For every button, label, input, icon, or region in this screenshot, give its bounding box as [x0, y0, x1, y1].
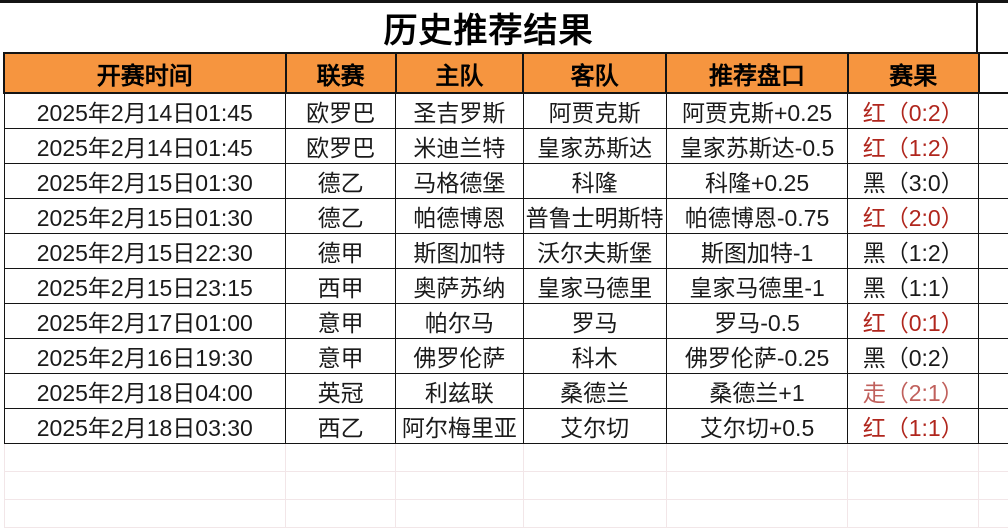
- cell-away-team: 桑德兰: [522, 373, 667, 409]
- ghost-cell: [978, 408, 1008, 444]
- cell-league: 西乙: [285, 408, 397, 444]
- cell-result: 红（1:1）: [847, 408, 980, 444]
- ghost-cell: [978, 198, 1008, 234]
- cell-away-team: 科木: [522, 338, 667, 374]
- cell-home-team: 利兹联: [395, 373, 524, 409]
- cell-away-team: 皇家苏斯达: [522, 128, 667, 164]
- cell-home-team: 帕德博恩: [395, 198, 524, 234]
- cell-away-team: 沃尔夫斯堡: [522, 233, 667, 269]
- table-row: 2025年2月18日04:00 英冠 利兹联 桑德兰 桑德兰+1 走（2:1）: [3, 373, 1008, 409]
- cell-league: 德乙: [285, 163, 397, 199]
- cell-away-team: 科隆: [522, 163, 667, 199]
- cell-home-team: 米迪兰特: [395, 128, 524, 164]
- results-table: 开赛时间 联赛 主队 客队 推荐盘口 赛果 2025年2月14日01:45 欧罗…: [3, 52, 1008, 528]
- cell-league: 欧罗巴: [285, 92, 397, 129]
- cell-time: 2025年2月18日04:00: [3, 373, 287, 409]
- col-header-away: 客队: [522, 52, 668, 94]
- cell-time: 2025年2月14日01:45: [3, 92, 287, 129]
- table-row: 2025年2月14日01:45 欧罗巴 圣吉罗斯 阿贾克斯 阿贾克斯+0.25 …: [3, 92, 1008, 129]
- cell-league: 英冠: [285, 373, 397, 409]
- cell-handicap: 皇家苏斯达-0.5: [665, 128, 849, 164]
- cell-away-team: 皇家马德里: [522, 268, 667, 304]
- col-header-home: 主队: [394, 52, 525, 94]
- cell-handicap: 桑德兰+1: [665, 373, 849, 409]
- cell-time: 2025年2月16日19:30: [3, 338, 287, 374]
- cell-home-team: 佛罗伦萨: [395, 338, 524, 374]
- ghost-cell: [978, 233, 1008, 269]
- cell-result: 黑（1:2）: [847, 233, 980, 269]
- cell-league: 意甲: [285, 303, 397, 339]
- cell-result: 红（0:1）: [847, 303, 980, 339]
- col-header-league: 联赛: [284, 52, 397, 94]
- header-row: 开赛时间 联赛 主队 客队 推荐盘口 赛果: [3, 52, 1008, 94]
- cell-home-team: 马格德堡: [395, 163, 524, 199]
- ghost-header-cell: [977, 52, 1008, 94]
- cell-time: 2025年2月17日01:00: [3, 303, 287, 339]
- empty-row: [3, 443, 1008, 472]
- table-row: 2025年2月15日01:30 德乙 帕德博恩 普鲁士明斯特 帕德博恩-0.75…: [3, 198, 1008, 234]
- table-row: 2025年2月16日19:30 意甲 佛罗伦萨 科木 佛罗伦萨-0.25 黑（0…: [3, 338, 1008, 374]
- cell-home-team: 斯图加特: [395, 233, 524, 269]
- title-right-gridline: [976, 0, 978, 52]
- table-row: 2025年2月15日01:30 德乙 马格德堡 科隆 科隆+0.25 黑（3:0…: [3, 163, 1008, 199]
- ghost-cell: [978, 338, 1008, 374]
- cell-handicap: 罗马-0.5: [665, 303, 849, 339]
- title-band: 历史推荐结果: [0, 3, 977, 52]
- table-row: 2025年2月17日01:00 意甲 帕尔马 罗马 罗马-0.5 红（0:1）: [3, 303, 1008, 339]
- ghost-cell: [978, 268, 1008, 304]
- cell-league: 西甲: [285, 268, 397, 304]
- col-header-handicap: 推荐盘口: [665, 52, 849, 94]
- cell-away-team: 阿贾克斯: [522, 92, 667, 129]
- cell-handicap: 阿贾克斯+0.25: [665, 92, 849, 129]
- ghost-cell: [978, 163, 1008, 199]
- cell-league: 欧罗巴: [285, 128, 397, 164]
- cell-time: 2025年2月15日01:30: [3, 198, 287, 234]
- cell-result: 黑（0:2）: [847, 338, 980, 374]
- cell-handicap: 佛罗伦萨-0.25: [665, 338, 849, 374]
- table-row: 2025年2月15日22:30 德甲 斯图加特 沃尔夫斯堡 斯图加特-1 黑（1…: [3, 233, 1008, 269]
- cell-home-team: 阿尔梅里亚: [395, 408, 524, 444]
- cell-handicap: 斯图加特-1: [665, 233, 849, 269]
- col-header-time: 开赛时间: [3, 52, 287, 94]
- cell-time: 2025年2月14日01:45: [3, 128, 287, 164]
- cell-away-team: 罗马: [522, 303, 667, 339]
- cell-home-team: 圣吉罗斯: [395, 92, 524, 129]
- cell-result: 红（1:2）: [847, 128, 980, 164]
- ghost-cell: [978, 92, 1008, 129]
- cell-handicap: 艾尔切+0.5: [665, 408, 849, 444]
- empty-row: [3, 499, 1008, 528]
- cell-league: 德乙: [285, 198, 397, 234]
- top-border-line: [0, 0, 1008, 3]
- table-row: 2025年2月14日01:45 欧罗巴 米迪兰特 皇家苏斯达 皇家苏斯达-0.5…: [3, 128, 1008, 164]
- cell-result: 红（2:0）: [847, 198, 980, 234]
- table-row: 2025年2月18日03:30 西乙 阿尔梅里亚 艾尔切 艾尔切+0.5 红（1…: [3, 408, 1008, 444]
- col-header-result: 赛果: [846, 52, 980, 94]
- cell-time: 2025年2月15日01:30: [3, 163, 287, 199]
- cell-result: 走（2:1）: [847, 373, 980, 409]
- cell-away-team: 普鲁士明斯特: [522, 198, 667, 234]
- cell-result: 黑（1:1）: [847, 268, 980, 304]
- page-title: 历史推荐结果: [383, 12, 594, 50]
- cell-result: 黑（3:0）: [847, 163, 980, 199]
- cell-result: 红（0:2）: [847, 92, 980, 129]
- ghost-cell: [978, 373, 1008, 409]
- cell-away-team: 艾尔切: [522, 408, 667, 444]
- cell-league: 意甲: [285, 338, 397, 374]
- ghost-cell: [978, 303, 1008, 339]
- ghost-cell: [978, 128, 1008, 164]
- cell-time: 2025年2月15日22:30: [3, 233, 287, 269]
- cell-league: 德甲: [285, 233, 397, 269]
- table-row: 2025年2月15日23:15 西甲 奥萨苏纳 皇家马德里 皇家马德里-1 黑（…: [3, 268, 1008, 304]
- cell-home-team: 帕尔马: [395, 303, 524, 339]
- cell-handicap: 科隆+0.25: [665, 163, 849, 199]
- cell-time: 2025年2月15日23:15: [3, 268, 287, 304]
- cell-home-team: 奥萨苏纳: [395, 268, 524, 304]
- cell-handicap: 皇家马德里-1: [665, 268, 849, 304]
- cell-time: 2025年2月18日03:30: [3, 408, 287, 444]
- cell-handicap: 帕德博恩-0.75: [665, 198, 849, 234]
